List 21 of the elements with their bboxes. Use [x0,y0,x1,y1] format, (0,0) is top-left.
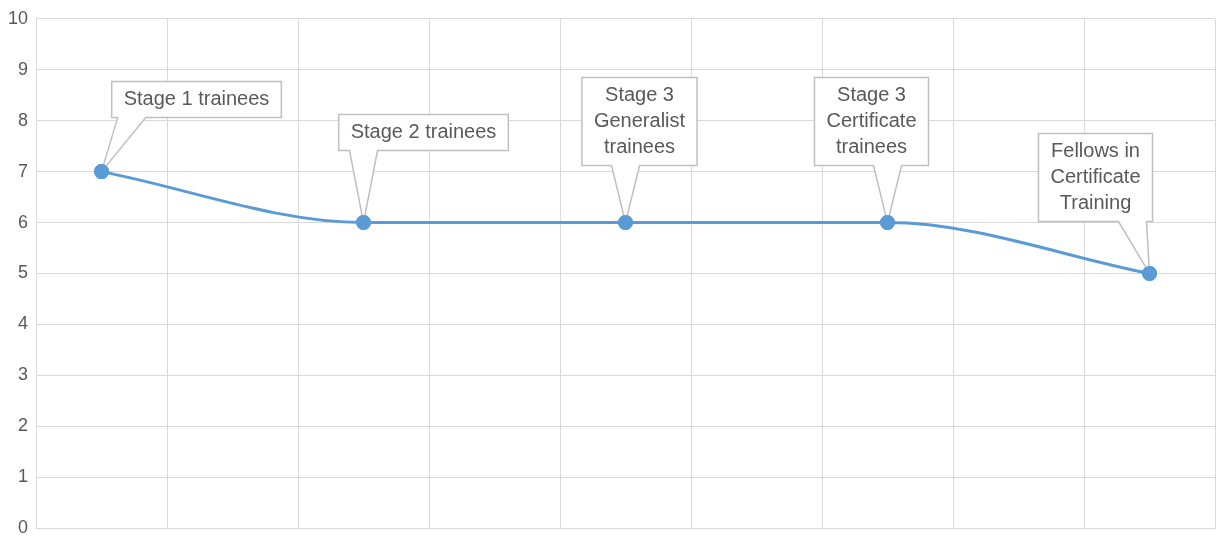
y-tick-label: 5 [18,262,29,283]
annotation: Stage 3 Certificate trainees [826,83,917,158]
point [356,215,372,231]
point [94,164,110,180]
y-tick-label: 6 [18,211,29,232]
y-tick-label: 2 [18,415,29,436]
point [880,215,896,231]
y-tick-label: 9 [18,58,29,79]
point [618,215,634,231]
y-tick-label: 10 [7,7,29,28]
annotation: Fellows in Certificate Training [1050,139,1141,214]
y-tick-label: 8 [18,109,29,130]
point [1142,266,1157,281]
y-tick-label: 4 [18,313,29,334]
y-tick-label: 1 [18,466,29,487]
annotation: Stage 1 trainees [123,87,270,110]
annotation: Stage 3 Generalist trainees [593,83,686,158]
y-tick-label: 3 [18,364,29,385]
annotation: Stage 2 trainees [350,120,497,143]
y-tick-label: 7 [18,160,29,181]
y-tick-label: 0 [18,517,29,538]
